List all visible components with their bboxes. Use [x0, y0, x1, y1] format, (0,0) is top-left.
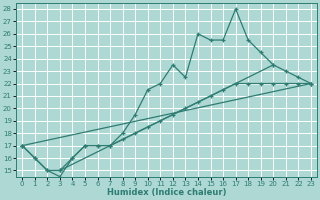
X-axis label: Humidex (Indice chaleur): Humidex (Indice chaleur)	[107, 188, 226, 197]
